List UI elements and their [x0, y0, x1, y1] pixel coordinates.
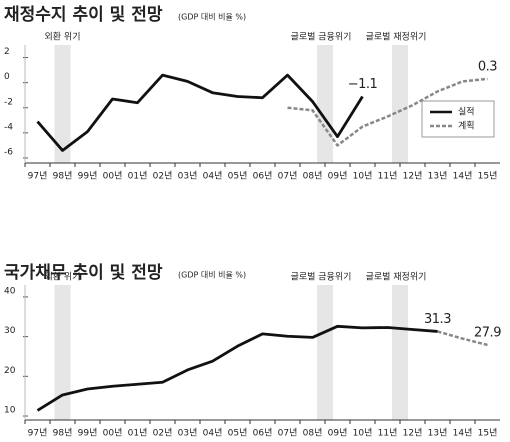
x-tick-label: 14년 — [453, 428, 473, 439]
x-tick-label: 00년 — [103, 428, 123, 439]
x-tick-label: 02년 — [153, 428, 173, 439]
crisis-band — [54, 45, 71, 163]
x-tick-label: 09년 — [328, 428, 348, 439]
x-tick-label: 15년 — [478, 171, 498, 182]
x-tick-label: 14년 — [453, 171, 473, 182]
y-tick-label: 20 — [4, 366, 16, 376]
x-tick-label: 12년 — [403, 428, 423, 439]
y-tick-label: 40 — [4, 286, 16, 296]
x-tick-label: 06년 — [253, 171, 273, 182]
crisis-band — [54, 285, 71, 420]
annotation: 외환 위기 — [45, 31, 81, 43]
y-tick-label: 30 — [4, 326, 16, 336]
series-line — [287, 77, 488, 147]
x-tick-label: 11년 — [378, 171, 398, 182]
x-tick-label: 05년 — [228, 428, 248, 439]
y-tick-label: 10 — [4, 406, 16, 416]
x-tick-label: 05년 — [228, 171, 248, 182]
y-tick-label: -4 — [4, 122, 13, 132]
series-line — [36, 324, 438, 412]
x-tick-label: 13년 — [428, 428, 448, 439]
x-tick-label: 00년 — [103, 171, 123, 182]
x-tick-label: 13년 — [428, 171, 448, 182]
x-tick-label: 99년 — [78, 171, 98, 182]
x-tick-label: 10년 — [353, 171, 373, 182]
x-tick-label: 09년 — [328, 171, 348, 182]
series-line — [36, 73, 364, 152]
x-tick-label: 01년 — [128, 428, 148, 439]
x-tick-label: 07년 — [278, 171, 298, 182]
value-label: 0.3 — [478, 59, 497, 74]
annotation: 글로벌 재정위기 — [366, 32, 427, 43]
x-tick-label: 06년 — [253, 428, 273, 439]
x-tick-label: 97년 — [28, 428, 48, 439]
x-tick-label: 01년 — [128, 171, 148, 182]
x-tick-label: 02년 — [153, 171, 173, 182]
x-tick-label: 08년 — [303, 428, 323, 439]
y-tick-label: 2 — [4, 47, 10, 57]
legend-box — [421, 100, 495, 138]
crisis-band — [317, 285, 333, 420]
y-tick-label: 0 — [4, 72, 10, 82]
x-tick-label: 99년 — [78, 428, 98, 439]
series-line — [437, 330, 488, 347]
x-tick-label: 03년 — [178, 171, 198, 182]
annotation: 글로벌 금융위기 — [291, 272, 352, 283]
y-tick-label: -2 — [4, 97, 13, 107]
x-tick-label: 97년 — [28, 171, 48, 182]
annotation: 글로벌 재정위기 — [366, 272, 427, 283]
chart-title: 국가채무 추이 및 전망 — [4, 263, 163, 283]
value-label: −1.1 — [348, 77, 378, 92]
y-tick-label: -6 — [4, 147, 13, 157]
x-tick-label: 07년 — [278, 428, 298, 439]
x-tick-label: 15년 — [478, 428, 498, 439]
x-tick-label: 98년 — [53, 171, 73, 182]
chart-title: 재정수지 추이 및 전망 — [4, 5, 163, 25]
x-tick-label: 11년 — [378, 428, 398, 439]
chart-subtitle: (GDP 대비 비율 %) — [178, 13, 246, 22]
x-tick-label: 10년 — [353, 428, 373, 439]
x-tick-label: 03년 — [178, 428, 198, 439]
annotation: 외환 위기 — [45, 271, 81, 283]
x-tick-label: 12년 — [403, 171, 423, 182]
x-tick-label: 04년 — [203, 171, 223, 182]
crisis-band — [392, 45, 408, 163]
value-label: 27.9 — [474, 325, 501, 340]
legend-label: 실적 — [458, 106, 475, 118]
crisis-band — [317, 45, 333, 163]
value-label: 31.3 — [424, 312, 451, 327]
annotation: 글로벌 금융위기 — [291, 32, 352, 43]
legend-label: 계획 — [458, 120, 475, 132]
x-tick-label: 08년 — [303, 171, 323, 182]
x-tick-label: 04년 — [203, 428, 223, 439]
chart-subtitle: (GDP 대비 비율 %) — [178, 271, 246, 280]
crisis-band — [392, 285, 408, 420]
x-tick-label: 98년 — [53, 428, 73, 439]
